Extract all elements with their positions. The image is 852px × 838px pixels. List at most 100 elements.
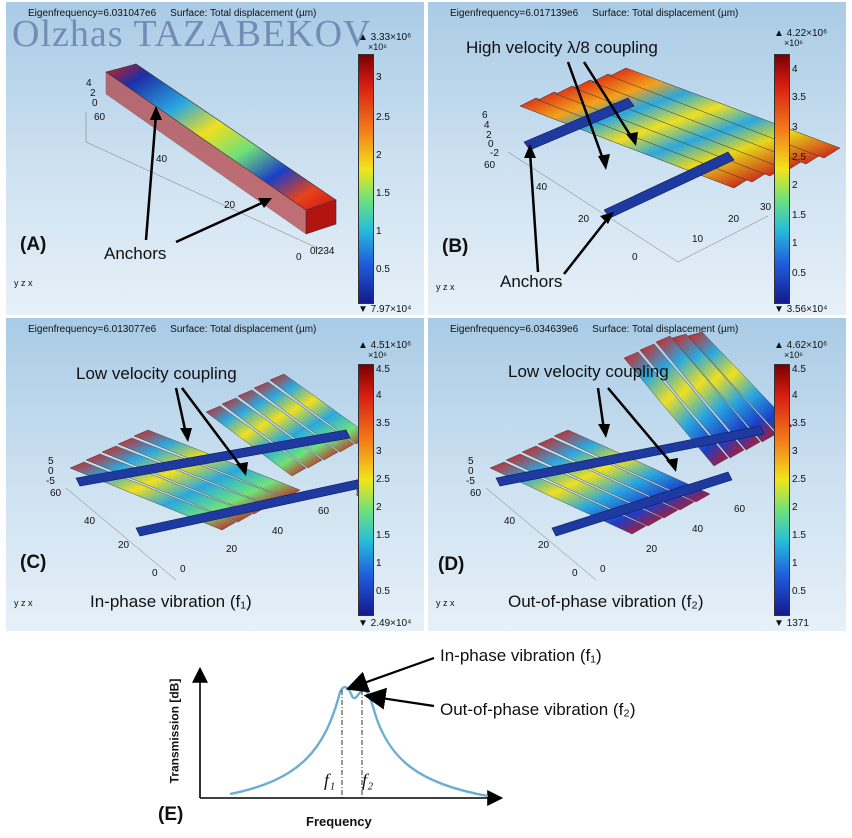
- colorbar-tick: 3: [376, 72, 382, 83]
- in-phase-annotation: In-phase vibration (f₁): [440, 646, 602, 665]
- spectrum-xlabel: Frequency: [306, 814, 372, 829]
- coupling-annotation: High velocity λ/8 coupling: [466, 38, 658, 57]
- panel-label: (B): [442, 236, 469, 257]
- axis-triad: y z x: [436, 282, 455, 292]
- triad-y: y: [14, 278, 19, 288]
- axis-y-tick: 0: [152, 568, 158, 579]
- coupling-annotation: Low velocity coupling: [508, 362, 669, 381]
- colorbar-exponent: ×10⁶: [784, 38, 803, 48]
- axis-y-tick: 40: [156, 154, 168, 165]
- coupling-arrow: [174, 387, 188, 435]
- colorbar-tick: 1.5: [792, 210, 806, 221]
- axis-z-tick: 5: [468, 456, 474, 467]
- panel-label: (C): [20, 552, 47, 573]
- triad-x: x: [28, 598, 33, 608]
- axis-z-tick: -2: [490, 148, 499, 159]
- anchor-arrow: [528, 151, 540, 273]
- colorbar-tick: 2.5: [376, 474, 390, 485]
- panel-a-model: [85, 63, 337, 253]
- axis-z-tick: 2: [486, 130, 492, 141]
- triad-z: z: [443, 282, 448, 292]
- surface-label: Surface: Total displacement (µm): [170, 324, 317, 335]
- triad-y: y: [14, 598, 19, 608]
- surface-label: Surface: Total displacement (µm): [170, 8, 317, 19]
- axis-y-tick: 40: [84, 516, 96, 527]
- colorbar-tick: 3.5: [376, 418, 390, 429]
- surface-label: Surface: Total displacement (µm): [592, 324, 739, 335]
- colorbar-max: ▲ 4.51×10⁶: [358, 340, 412, 351]
- triad-x: x: [450, 282, 455, 292]
- axis-triad: y z x: [14, 278, 33, 288]
- axis-y-tick: 20: [118, 540, 130, 551]
- colorbar-tick: 4.5: [376, 364, 390, 375]
- axis-z-tick: 0: [92, 98, 98, 109]
- colorbar-tick: 1: [376, 226, 382, 237]
- axis-x-tick: 10: [692, 234, 704, 245]
- eigenfrequency-label: Eigenfrequency=6.034639e6: [450, 324, 579, 335]
- axis-y-tick: 40: [536, 182, 548, 193]
- axis-y-tick: 0: [572, 568, 578, 579]
- axis-z-tick: -5: [46, 476, 55, 487]
- colorbar-tick: 3: [792, 122, 798, 133]
- colorbar-tick: 0.5: [792, 586, 806, 597]
- triad-x: x: [28, 278, 33, 288]
- surface-label: Surface: Total displacement (µm): [592, 8, 739, 19]
- colorbar-tick: 2: [376, 502, 382, 513]
- axis-z-tick: 0: [488, 139, 494, 150]
- colorbar: [774, 54, 790, 304]
- colorbar-tick: 3.5: [792, 418, 806, 429]
- eigenfrequency-label: Eigenfrequency=6.017139e6: [450, 8, 579, 19]
- caption: In-phase vibration (f₁): [90, 592, 252, 611]
- axis-z-tick: 4: [86, 78, 92, 89]
- coupling-arrow: [607, 387, 673, 465]
- triad-y: y: [436, 598, 441, 608]
- coupling-arrow: [566, 61, 606, 163]
- axis-z-tick: 4: [484, 120, 490, 131]
- colorbar-exponent: ×10⁶: [784, 350, 803, 360]
- panel-label: (D): [438, 554, 465, 575]
- axis-z-tick: 5: [48, 456, 54, 467]
- colorbar-tick: 3: [792, 446, 798, 457]
- eigenfrequency-label: Eigenfrequency=6.013077e6: [28, 324, 157, 335]
- axis-x-tick: 40: [692, 524, 704, 535]
- colorbar-max: ▲ 4.22×10⁶: [774, 28, 828, 39]
- panel-d: Eigenfrequency=6.034639e6 Surface: Total …: [428, 318, 846, 631]
- colorbar: [358, 54, 374, 304]
- axis-z-tick: 2: [90, 88, 96, 99]
- colorbar-tick: 1: [792, 558, 798, 569]
- panel-d-model: [485, 331, 793, 581]
- annotation-arrow: [363, 687, 435, 710]
- axis-y-tick: 20: [538, 540, 550, 551]
- axis-x-tick: 0: [600, 564, 606, 575]
- colorbar-tick: 2.5: [376, 112, 390, 123]
- axis-x-tick: 60: [734, 504, 746, 515]
- colorbar-min: ▼ 2.49×10⁴: [358, 618, 412, 629]
- axis-x-tick: 20: [646, 544, 658, 555]
- axis-x-tick: 20: [226, 544, 238, 555]
- colorbar: [358, 364, 374, 616]
- colorbar-tick: 2: [792, 180, 798, 191]
- colorbar-tick: 2: [376, 150, 382, 161]
- axis-y-tick: 20: [224, 200, 236, 211]
- panel-a-header: Eigenfrequency=6.031047e6 Surface: Total …: [28, 8, 330, 19]
- colorbar-tick: 1: [376, 558, 382, 569]
- colorbar-tick: 0.5: [376, 264, 390, 275]
- panel-b-header: Eigenfrequency=6.017139e6 Surface: Total …: [450, 8, 752, 19]
- axis-x-tick: 30: [760, 202, 772, 213]
- colorbar-tick: 1: [792, 238, 798, 249]
- colorbar-min: ▼ 3.56×10⁴: [774, 304, 828, 315]
- colorbar-tick: 3: [376, 446, 382, 457]
- coupling-arrow: [582, 61, 634, 139]
- panel-label: (E): [158, 804, 184, 825]
- panel-c: Eigenfrequency=6.013077e6 Surface: Total …: [6, 318, 424, 631]
- triad-x: x: [450, 598, 455, 608]
- axis-z-tick: 6: [482, 110, 488, 121]
- colorbar-tick: 1.5: [376, 188, 390, 199]
- axis-x-tick: 60: [318, 506, 330, 517]
- anchor-arrow: [563, 217, 609, 275]
- panel-c-header: Eigenfrequency=6.013077e6 Surface: Total …: [28, 324, 330, 335]
- colorbar-min: ▼ 7.97×10⁴: [358, 304, 412, 315]
- colorbar-tick: 2.5: [792, 474, 806, 485]
- caption: Out-of-phase vibration (f₂): [508, 592, 704, 611]
- triad-z: z: [443, 598, 448, 608]
